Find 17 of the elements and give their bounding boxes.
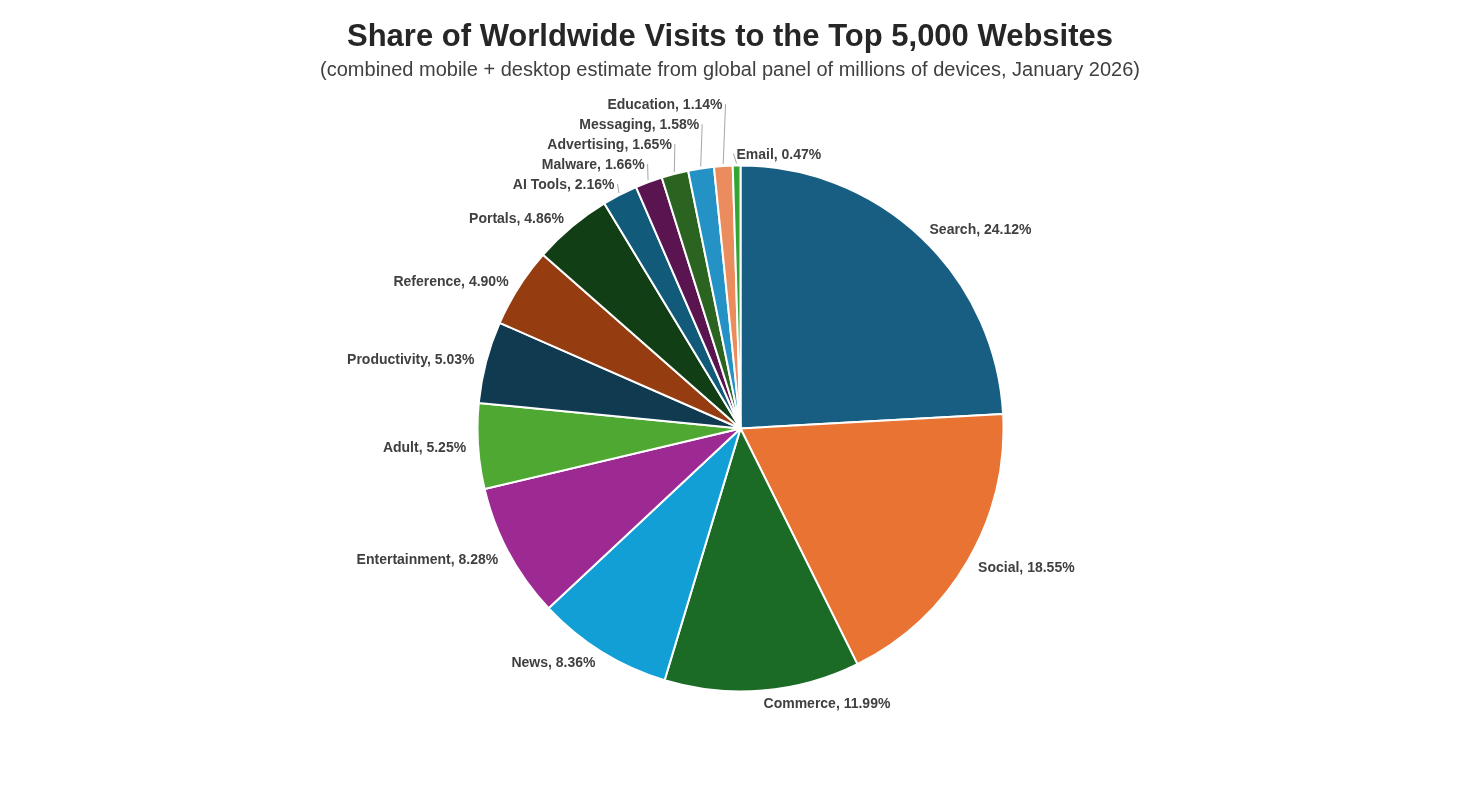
slice-label: Commerce, 11.99% [763,694,891,711]
slice-label: Email, 0.47% [736,145,822,162]
slice-label: Malware, 1.66% [541,156,646,173]
chart-title: Share of Worldwide Visits to the Top 5,000 Websites [347,18,1113,53]
slice-label: Portals, 4.86% [469,209,565,226]
chart-subtitle: (combined mobile + desktop estimate from global panel of millions of devices, January 2026) [320,57,1140,80]
slice-label: Education, 1.14% [607,96,724,113]
slice-label: News, 8.36% [511,654,597,671]
slice-label: Entertainment, 8.28% [356,550,499,567]
slice-label: AI Tools, 2.16% [512,176,615,193]
slice-label: Reference, 4.90% [393,272,510,289]
slice-label: Productivity, 5.03% [347,351,475,368]
slice-label: Search, 24.12% [929,220,1033,237]
slice-label: Advertising, 1.65% [547,136,673,153]
slice-label: Messaging, 1.58% [579,116,700,133]
slice-label: Adult, 5.25% [382,439,467,456]
slice-label: Social, 18.55% [978,558,1076,575]
